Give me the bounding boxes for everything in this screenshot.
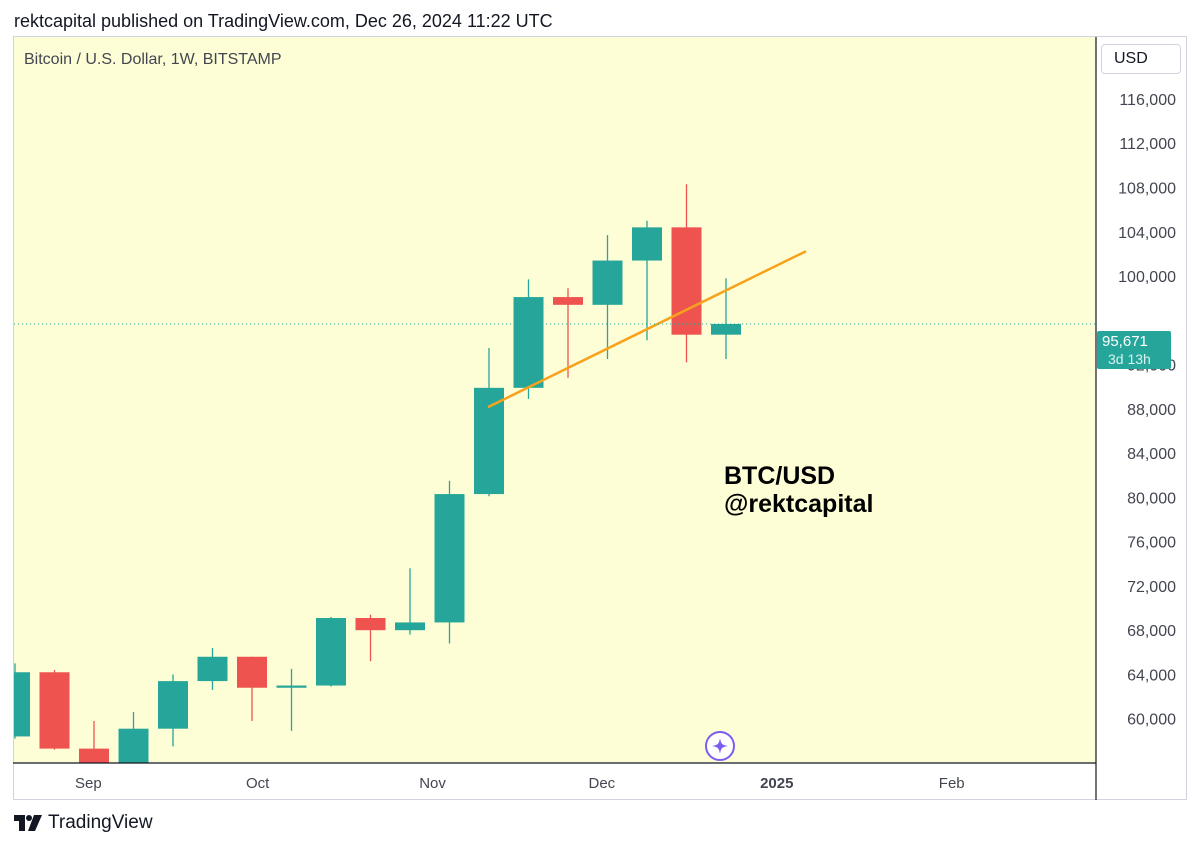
candle [395,568,425,635]
candle-body [355,618,386,631]
y-tick-label: 88,000 [1127,402,1176,419]
candle-body [474,387,504,495]
candle [14,663,30,739]
y-tick-label: 116,000 [1119,92,1176,109]
bar-countdown: 3d 13h [1108,351,1151,367]
candle-body [513,297,544,388]
last-price-value: 95,671 [1102,333,1148,350]
candle [197,647,228,690]
chart-annotation: BTC/USD @rektcapital [724,462,873,518]
candle [434,480,465,644]
candle [671,184,702,363]
candle-body [158,681,188,729]
symbol-title[interactable]: Bitcoin / U.S. Dollar, 1W, BITSTAMP [24,51,282,68]
y-tick-labels: 60,000 64,000 68,000 72,000 76,000 80,000 84,0… [1118,92,1176,729]
trendline [487,250,807,408]
candle [79,720,109,763]
y-tick-label: 104,000 [1118,225,1176,242]
candle [553,288,583,378]
y-tick-label: 100,000 [1118,269,1176,286]
y-tick-label: 64,000 [1127,667,1176,684]
candle-body [316,618,346,686]
candle [592,235,623,360]
candle [118,712,149,763]
candle [355,614,386,662]
y-tick-label: 76,000 [1127,535,1176,552]
candle [237,656,267,721]
y-tick-label: 112,000 [1119,136,1176,153]
annotation-line-author: @rektcapital [724,490,874,518]
y-tick-label: 72,000 [1127,579,1176,596]
candle-body [553,297,583,305]
candle-body [14,672,30,737]
y-tick-label: 68,000 [1127,623,1176,640]
candles-layer [14,184,741,763]
tradingview-brand-text: TradingView [48,812,153,833]
candle-body [592,260,623,305]
candle [632,220,662,341]
candle-body [197,656,228,682]
annotation-line-pair: BTC/USD [724,462,836,490]
sparkle-icon[interactable] [705,731,735,761]
candle [513,279,544,399]
candle [158,674,188,747]
x-tick-labels: Sep Oct Nov Dec 2025 Feb [75,775,965,792]
axes-layer [13,37,1097,800]
last-price-tag: 95,671 3d 13h [1097,331,1171,369]
publish-info-text: rektcapital published on TradingView.com… [14,11,553,31]
x-tick-label: 2025 [760,775,793,792]
candle-body [118,728,149,763]
candle-body [632,227,662,261]
tradingview-logo[interactable]: TradingView [14,812,153,834]
currency-selector[interactable]: USD [1101,44,1181,74]
x-tick-label: Dec [589,775,616,792]
x-tick-label: Feb [939,775,965,792]
candle-body [79,748,109,763]
plot-background [14,37,1096,763]
candle-body [671,227,702,335]
y-tick-label: 80,000 [1127,490,1176,507]
y-tick-label: 108,000 [1118,181,1176,198]
trendline-layer [487,250,807,408]
y-tick-label: 84,000 [1127,446,1176,463]
x-tick-label: Nov [419,775,446,792]
candle [316,616,346,687]
x-tick-label: Sep [75,775,102,792]
candle-body [39,672,70,749]
candle-body [711,323,741,335]
candle-body [276,685,307,688]
candle-body [237,656,267,688]
candle [39,670,70,750]
tradingview-logo-icon [14,815,42,831]
candle-body [395,622,425,631]
candle-body [434,494,465,623]
x-tick-label: Oct [246,775,270,792]
candle [276,668,307,731]
y-tick-label: 60,000 [1127,712,1176,729]
